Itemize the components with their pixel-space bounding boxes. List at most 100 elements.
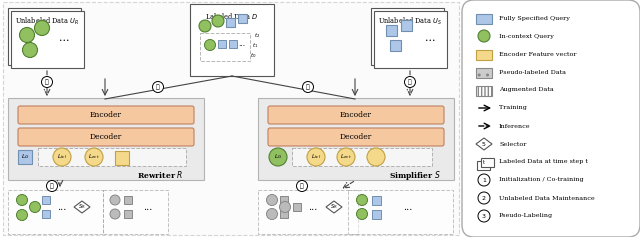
FancyBboxPatch shape [268,106,444,124]
Circle shape [212,15,224,27]
Circle shape [29,201,40,213]
FancyBboxPatch shape [18,128,194,146]
Text: ...: ... [425,33,435,43]
Circle shape [205,40,216,50]
Bar [476,14,492,24]
Circle shape [404,77,415,87]
Text: Labeled Data $D$: Labeled Data $D$ [205,11,259,21]
Circle shape [22,42,38,58]
Text: Unlabeled Data $U_R$: Unlabeled Data $U_R$ [15,16,79,27]
Text: ...: ... [403,202,413,211]
Text: Unlabeled Data Maintenance: Unlabeled Data Maintenance [499,196,595,201]
Circle shape [17,195,28,205]
Circle shape [19,27,35,42]
Text: Fully Specified Query: Fully Specified Query [499,15,570,20]
Circle shape [296,181,307,191]
Text: In-context Query: In-context Query [499,33,554,38]
Bar [8,98,204,180]
Text: Rewriter $R$: Rewriter $R$ [137,169,183,181]
Text: 2: 2 [482,196,486,201]
Bar [42,210,50,218]
Text: ②: ② [45,79,49,85]
Bar [200,33,250,61]
Text: ①: ① [306,84,310,90]
Text: Pseudo-Labeling: Pseudo-Labeling [499,214,553,219]
Text: ...: ... [143,202,153,211]
Circle shape [42,77,52,87]
Circle shape [303,82,314,92]
Text: Pseudo-labeled Data: Pseudo-labeled Data [499,69,566,74]
Circle shape [307,148,325,166]
Bar [348,190,453,234]
Bar [42,196,50,204]
Text: ...: ... [308,202,317,211]
Circle shape [478,30,490,42]
Text: Decoder: Decoder [90,133,122,141]
Text: ...: ... [59,33,69,43]
Circle shape [47,181,58,191]
Circle shape [152,82,163,92]
Circle shape [266,195,278,205]
Bar [372,210,381,219]
Text: ①: ① [156,84,160,90]
Text: Simplifier $S$: Simplifier $S$ [389,169,441,182]
Text: $L_{tcl}$: $L_{tcl}$ [311,153,321,161]
Bar [476,50,492,60]
Text: Selector: Selector [499,141,526,146]
Bar [238,14,247,23]
Text: $t_1$: $t_1$ [252,41,259,50]
Text: $L_{ect}$: $L_{ect}$ [88,153,100,161]
Bar [3,2,459,235]
Bar [258,98,454,180]
Text: ④: ④ [50,183,54,189]
Bar [280,196,288,204]
Text: ...: ... [58,202,67,211]
Circle shape [478,192,490,204]
Circle shape [85,148,103,166]
FancyBboxPatch shape [462,0,640,237]
Polygon shape [326,201,342,213]
Text: $L_{tcl}$: $L_{tcl}$ [57,153,67,161]
Bar [481,158,494,167]
FancyBboxPatch shape [268,128,444,146]
Bar [115,151,129,165]
Bar [371,8,444,65]
Circle shape [367,148,385,166]
Bar [218,40,226,48]
Text: t: t [483,160,485,165]
Polygon shape [476,138,492,150]
Text: Training: Training [499,105,527,110]
Text: Encoder Feature vector: Encoder Feature vector [499,51,577,56]
Circle shape [356,195,367,205]
Bar [38,148,186,166]
Text: Encoder: Encoder [340,111,372,119]
Bar [124,210,132,218]
Circle shape [17,210,28,220]
Text: Initialization / Co-training: Initialization / Co-training [499,178,584,182]
Text: Labeled Data at time step t: Labeled Data at time step t [499,160,588,164]
Circle shape [356,209,367,219]
Circle shape [280,201,291,213]
Circle shape [269,148,287,166]
Bar [190,4,274,76]
Text: Augmented Data: Augmented Data [499,87,554,92]
Text: $S_R$: $S_R$ [330,203,338,211]
Text: ...: ... [239,40,246,48]
Text: $S_R$: $S_R$ [78,203,86,211]
Bar [390,40,401,51]
Text: 1: 1 [482,178,486,182]
Circle shape [478,174,490,186]
Text: $L_{ect}$: $L_{ect}$ [340,153,352,161]
Text: $t_0$: $t_0$ [250,52,257,60]
Bar [11,11,84,68]
Bar [386,25,397,36]
Circle shape [110,209,120,219]
Circle shape [110,195,120,205]
Circle shape [478,210,490,222]
Circle shape [266,209,278,219]
Text: $L_G$: $L_G$ [20,153,29,161]
Bar [401,20,412,31]
Text: $t_2$: $t_2$ [254,32,260,41]
Bar [18,150,32,164]
Bar [103,190,168,234]
